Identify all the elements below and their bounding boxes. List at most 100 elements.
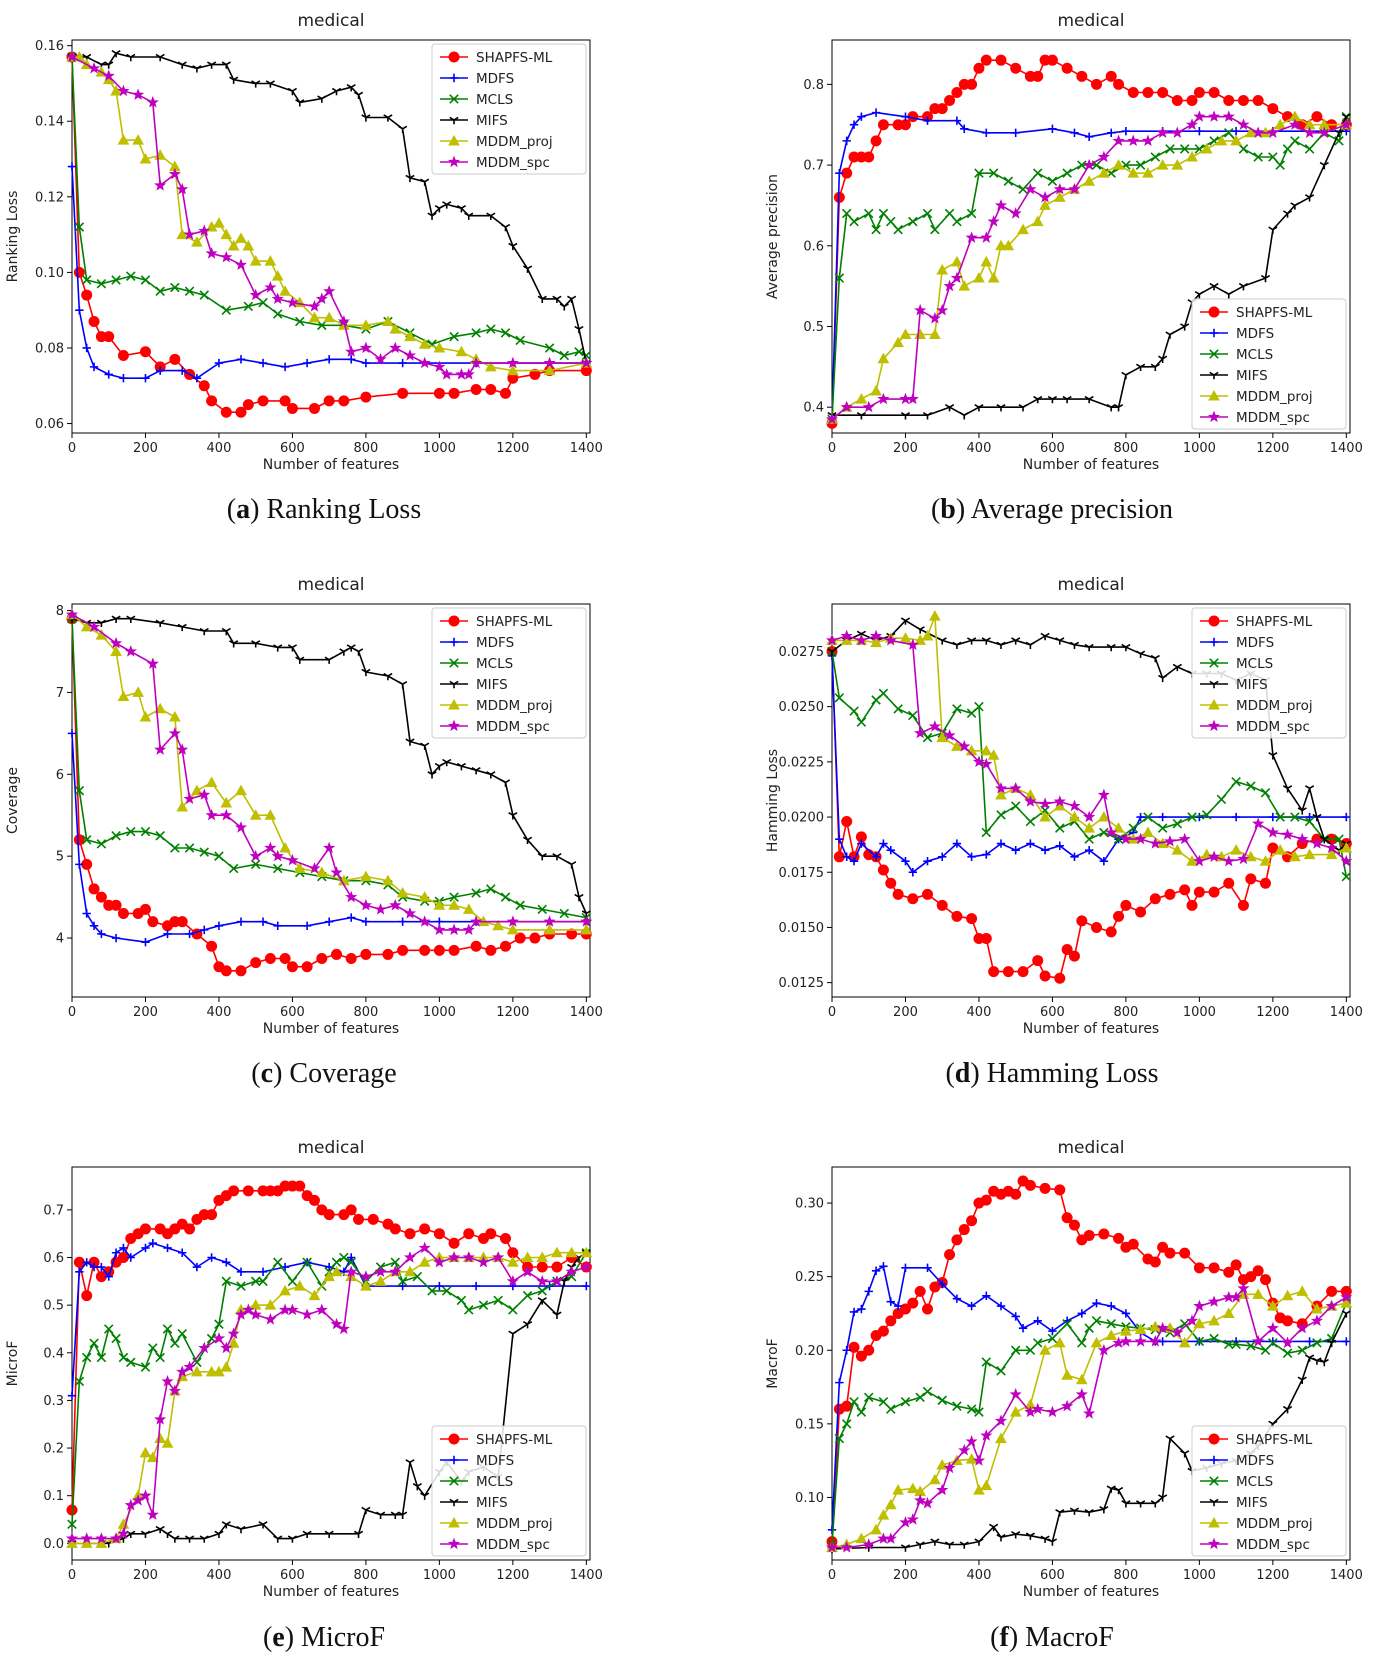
data-point (243, 301, 254, 312)
data-point (1231, 812, 1241, 822)
data-point (580, 1260, 593, 1273)
data-point (206, 1209, 218, 1221)
data-point (389, 898, 402, 911)
data-point (360, 948, 372, 960)
data-point (177, 1328, 187, 1339)
legend-label: MCLS (476, 656, 513, 672)
data-point (420, 1492, 430, 1500)
data-point (914, 726, 927, 739)
data-point (324, 1530, 334, 1538)
chart-title: medical (1057, 11, 1124, 31)
data-point (907, 1297, 919, 1309)
data-point (1186, 150, 1198, 162)
data-point (236, 1525, 246, 1534)
data-point (199, 290, 210, 300)
caption-text: Coverage (289, 1058, 397, 1089)
data-point (1002, 966, 1014, 978)
data-point (103, 1324, 114, 1334)
data-point (987, 215, 1000, 227)
data-point (1193, 886, 1205, 898)
data-point (271, 292, 284, 304)
data-point (279, 1284, 291, 1296)
caption-e: (e) MicroF (262, 1622, 386, 1653)
data-point (418, 1241, 431, 1254)
data-point (346, 1257, 356, 1268)
data-point (1290, 202, 1300, 210)
data-point (214, 358, 224, 368)
data-point (906, 1482, 919, 1494)
data-point (455, 345, 468, 357)
data-point (1143, 812, 1153, 822)
data-point (67, 162, 77, 171)
data-point (559, 908, 570, 919)
series-mddm-spc (825, 629, 1353, 867)
data-point (286, 853, 299, 866)
data-point (974, 403, 984, 412)
data-point (1018, 1323, 1028, 1333)
legend-label: MDDM_spc (476, 719, 550, 735)
data-point (250, 859, 261, 870)
data-point (923, 857, 932, 866)
data-point (1268, 1337, 1278, 1346)
data-point (551, 1261, 563, 1273)
data-point (996, 641, 1006, 650)
x-tick-label: 200 (893, 1005, 918, 1020)
data-point (110, 1532, 123, 1544)
data-point (974, 168, 984, 178)
data-point (111, 830, 121, 841)
legend-marker (447, 155, 461, 168)
legend-label: MCLS (476, 1474, 513, 1490)
data-point (347, 1253, 356, 1262)
data-point (1099, 857, 1109, 866)
legend-marker (1209, 1455, 1219, 1465)
data-point (295, 316, 305, 327)
data-point (1135, 363, 1146, 372)
data-point (433, 360, 446, 372)
y-tick-label: 0.15 (795, 1417, 824, 1432)
data-point (930, 224, 940, 235)
data-point (418, 891, 431, 902)
data-point (1274, 118, 1287, 130)
data-point (74, 1376, 85, 1387)
data-point (403, 349, 417, 361)
data-point (227, 1337, 240, 1348)
data-point (1053, 191, 1066, 202)
data-point (922, 732, 933, 743)
data-point (1165, 144, 1175, 154)
data-point (75, 305, 84, 315)
data-point (915, 1541, 925, 1549)
data-point (264, 281, 277, 293)
data-point (825, 1541, 839, 1553)
data-point (462, 1251, 475, 1263)
data-point (834, 273, 845, 283)
y-tick-label: 8 (56, 604, 64, 619)
data-point (126, 1530, 136, 1538)
data-point (412, 1482, 422, 1491)
data-point (1134, 1323, 1147, 1335)
data-point (170, 282, 180, 293)
data-point (1077, 160, 1087, 170)
data-point (841, 1419, 852, 1429)
data-point (506, 1274, 519, 1287)
x-axis-label: Number of features (263, 457, 399, 473)
data-point (1150, 654, 1160, 663)
data-point (1083, 810, 1096, 823)
data-point (856, 1407, 867, 1417)
legend-label: MDFS (1236, 326, 1274, 342)
data-point (980, 757, 993, 770)
data-point (235, 965, 247, 977)
data-point (906, 1513, 919, 1525)
data-point (951, 740, 963, 751)
data-point (929, 328, 941, 340)
data-point (958, 280, 971, 291)
x-tick-label: 800 (1113, 1568, 1138, 1583)
data-point (1077, 1309, 1087, 1318)
data-point (1046, 1405, 1059, 1418)
data-point (140, 275, 151, 285)
data-point (1290, 812, 1300, 822)
data-point (360, 391, 372, 403)
data-point (486, 884, 496, 894)
x-axis-label: Number of features (1023, 457, 1159, 473)
data-point (842, 852, 851, 862)
data-point (374, 1265, 387, 1277)
